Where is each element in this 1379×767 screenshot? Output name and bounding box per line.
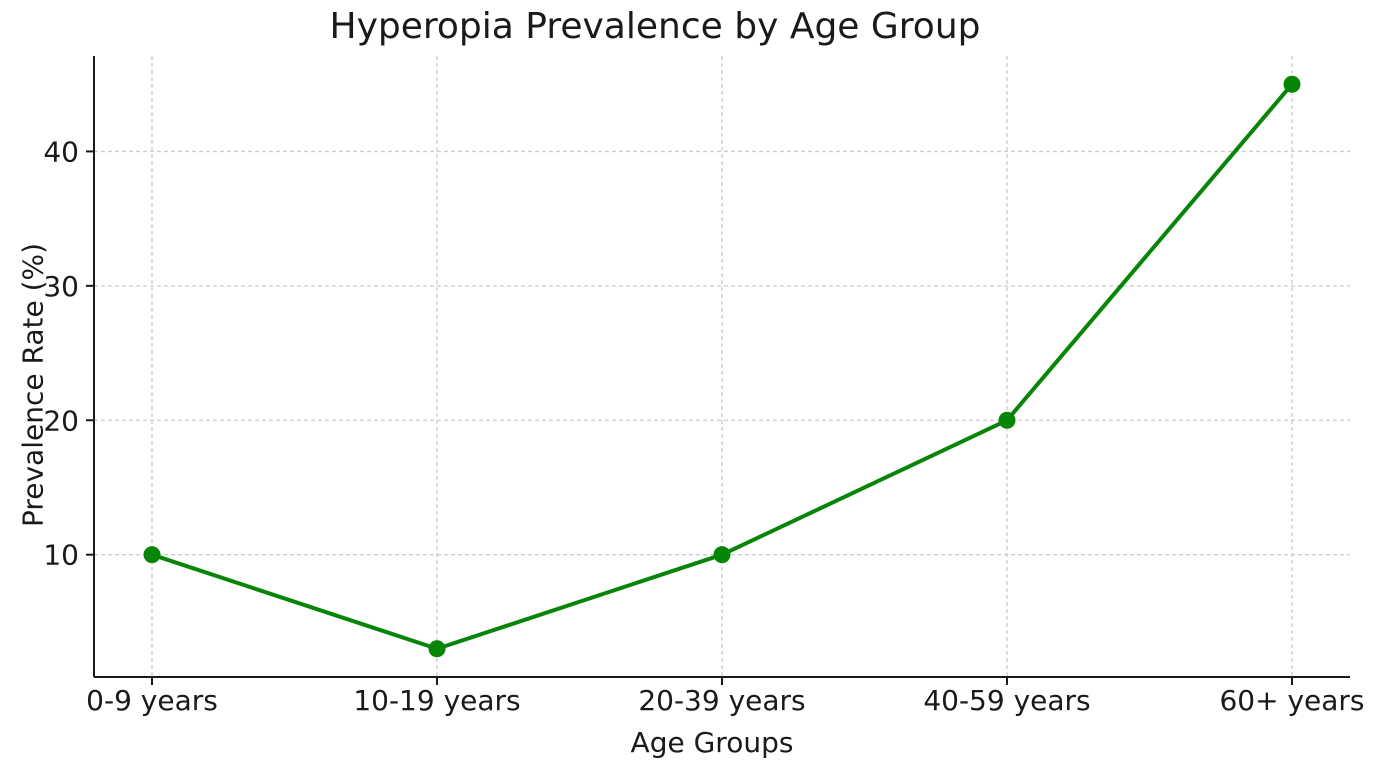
data-point-marker <box>713 546 731 564</box>
x-axis-label: Age Groups <box>630 726 794 759</box>
data-point-marker <box>1283 75 1301 93</box>
y-tick-label: 40 <box>43 135 79 168</box>
y-tick-label: 20 <box>43 404 79 437</box>
x-tick-label: 20-39 years <box>638 684 805 717</box>
x-tick-label: 60+ years <box>1219 684 1364 717</box>
data-point-marker <box>998 411 1016 429</box>
y-tick-label: 30 <box>43 270 79 303</box>
data-point-marker <box>143 546 161 564</box>
y-axis-label: Prevalence Rate (%) <box>16 242 50 528</box>
x-tick-label: 10-19 years <box>353 684 520 717</box>
x-tick-label: 40-59 years <box>923 684 1090 717</box>
data-point-marker <box>428 640 446 658</box>
y-tick-label: 10 <box>43 539 79 572</box>
chart-title: Hyperopia Prevalence by Age Group <box>329 6 981 47</box>
x-tick-label: 0-9 years <box>86 684 218 717</box>
